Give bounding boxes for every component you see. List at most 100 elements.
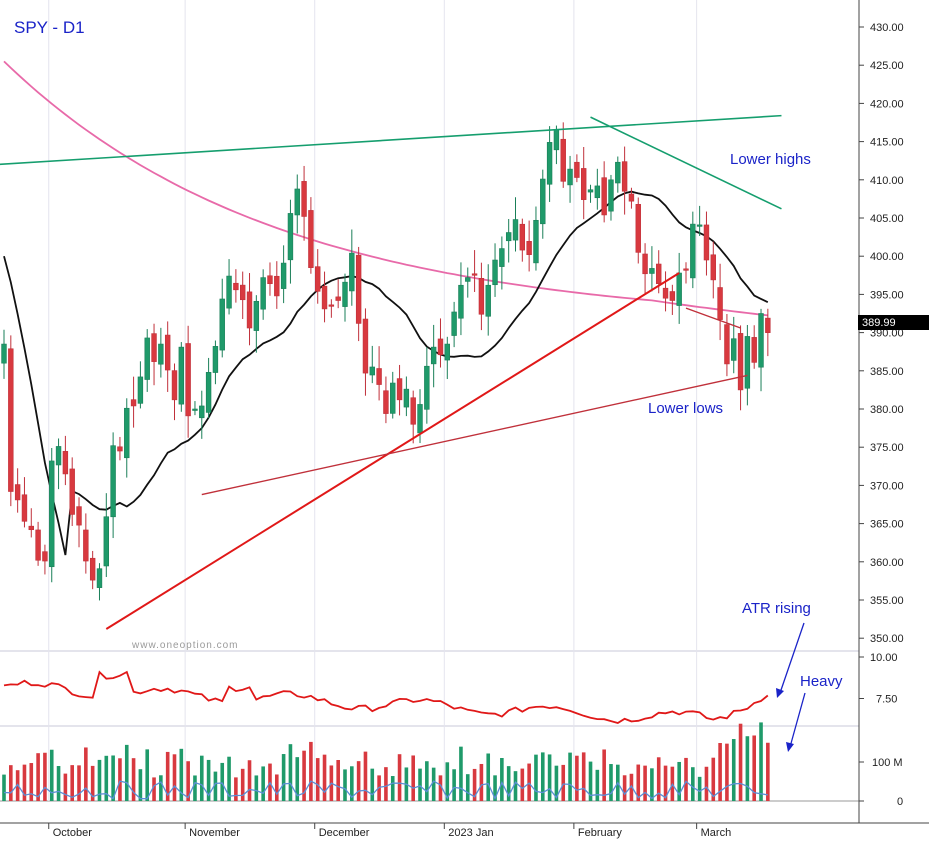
candle-body <box>199 405 205 419</box>
candle-body <box>737 333 744 391</box>
candle-body <box>42 551 48 562</box>
candle-body <box>390 382 396 414</box>
volume-bar <box>663 765 668 801</box>
volume-bar <box>43 752 47 801</box>
volume-bar <box>145 749 150 801</box>
candle-body <box>178 346 185 405</box>
y-tick-label: 355.00 <box>870 595 904 607</box>
y-tick-label: 405.00 <box>870 213 904 225</box>
volume-tick-label: 100 M <box>872 757 903 769</box>
volume-bar <box>159 775 163 801</box>
candle-body <box>55 446 62 466</box>
candle-body <box>287 213 294 261</box>
candle-body <box>21 494 28 522</box>
volume-bar <box>111 755 115 801</box>
x-axis-label: October <box>53 827 92 839</box>
uptrend-support-line <box>105 272 680 630</box>
candle-body <box>369 366 375 376</box>
volume-bar <box>2 774 6 801</box>
volume-bar <box>295 757 300 801</box>
volume-bar <box>513 771 518 801</box>
upper-resistance-line <box>0 114 782 166</box>
volume-bar <box>500 757 504 801</box>
volume-bar <box>738 723 743 801</box>
x-axis-grid <box>48 0 698 801</box>
candle-body <box>546 142 553 185</box>
candle-body <box>362 318 369 374</box>
candle-body <box>130 399 137 407</box>
volume-bars <box>2 722 770 801</box>
candle-body <box>280 262 287 289</box>
volume-bar <box>356 761 361 801</box>
candle-body <box>560 138 566 182</box>
candle-body <box>567 168 573 186</box>
candle-body <box>635 204 641 253</box>
candle-body <box>580 168 587 200</box>
y-tick-label: 420.00 <box>870 98 904 110</box>
volume-bar <box>199 755 204 801</box>
short-resistance-line <box>685 307 741 329</box>
candle-body <box>505 232 512 242</box>
y-tick-label: 395.00 <box>870 289 904 301</box>
candle-body <box>533 219 539 264</box>
y-tick-label: 380.00 <box>870 404 904 416</box>
candle-body <box>676 272 682 306</box>
volume-bar <box>397 754 402 801</box>
volume-bar <box>315 758 320 801</box>
y-tick-label: 410.00 <box>870 175 904 187</box>
volume-bar <box>520 768 525 801</box>
volume-bar <box>731 739 736 801</box>
candle-body <box>144 337 150 380</box>
candle-body <box>499 248 505 267</box>
candle-body <box>478 278 485 315</box>
ma-short-line <box>3 190 769 556</box>
x-axis-label: 2023 Jan <box>448 827 493 839</box>
volume-bar <box>90 765 95 801</box>
lower-highs-line <box>590 116 782 210</box>
candle-body <box>171 370 178 401</box>
candle-body <box>642 253 648 275</box>
candle-body <box>662 287 669 299</box>
volume-bar <box>384 767 388 801</box>
volume-bar <box>302 750 306 801</box>
atr-line <box>3 670 769 724</box>
candle-body <box>451 311 457 336</box>
volume-bar <box>336 760 340 801</box>
y-tick-label: 360.00 <box>870 557 904 569</box>
volume-bar <box>49 749 54 801</box>
volume-bar <box>29 763 34 801</box>
volume-bar <box>677 761 681 801</box>
volume-bar <box>752 735 756 801</box>
volume-bar <box>234 777 238 801</box>
volume-bar <box>561 764 566 801</box>
candle-body <box>294 188 300 216</box>
candle-body <box>315 266 321 292</box>
candle-body <box>335 296 341 301</box>
volume-bar <box>575 755 579 801</box>
volume-bar <box>540 752 545 801</box>
candle-body <box>274 275 280 297</box>
volume-bar <box>152 777 156 801</box>
volume-bar <box>227 756 231 801</box>
candle-body <box>656 263 662 285</box>
candle-body <box>587 189 594 193</box>
volume-bar <box>220 762 225 801</box>
volume-bar <box>77 765 81 801</box>
volume-bar <box>711 757 716 801</box>
candle-body <box>601 177 607 216</box>
candle-body <box>8 348 14 492</box>
annotation-atr-rising: ATR rising <box>742 600 811 617</box>
candle-body <box>49 460 55 568</box>
volume-bar <box>766 742 770 801</box>
lower-lows-line <box>201 374 748 496</box>
candle-body <box>267 275 273 285</box>
volume-bar <box>363 751 368 801</box>
candle-body <box>117 446 123 452</box>
watermark: www.oneoption.com <box>131 640 239 651</box>
y-tick-label: 415.00 <box>870 137 904 149</box>
y-tick-label: 365.00 <box>870 519 904 531</box>
volume-bar <box>97 759 102 801</box>
candle-body <box>758 313 764 368</box>
candle-body <box>253 300 260 331</box>
candle-body <box>751 337 757 363</box>
